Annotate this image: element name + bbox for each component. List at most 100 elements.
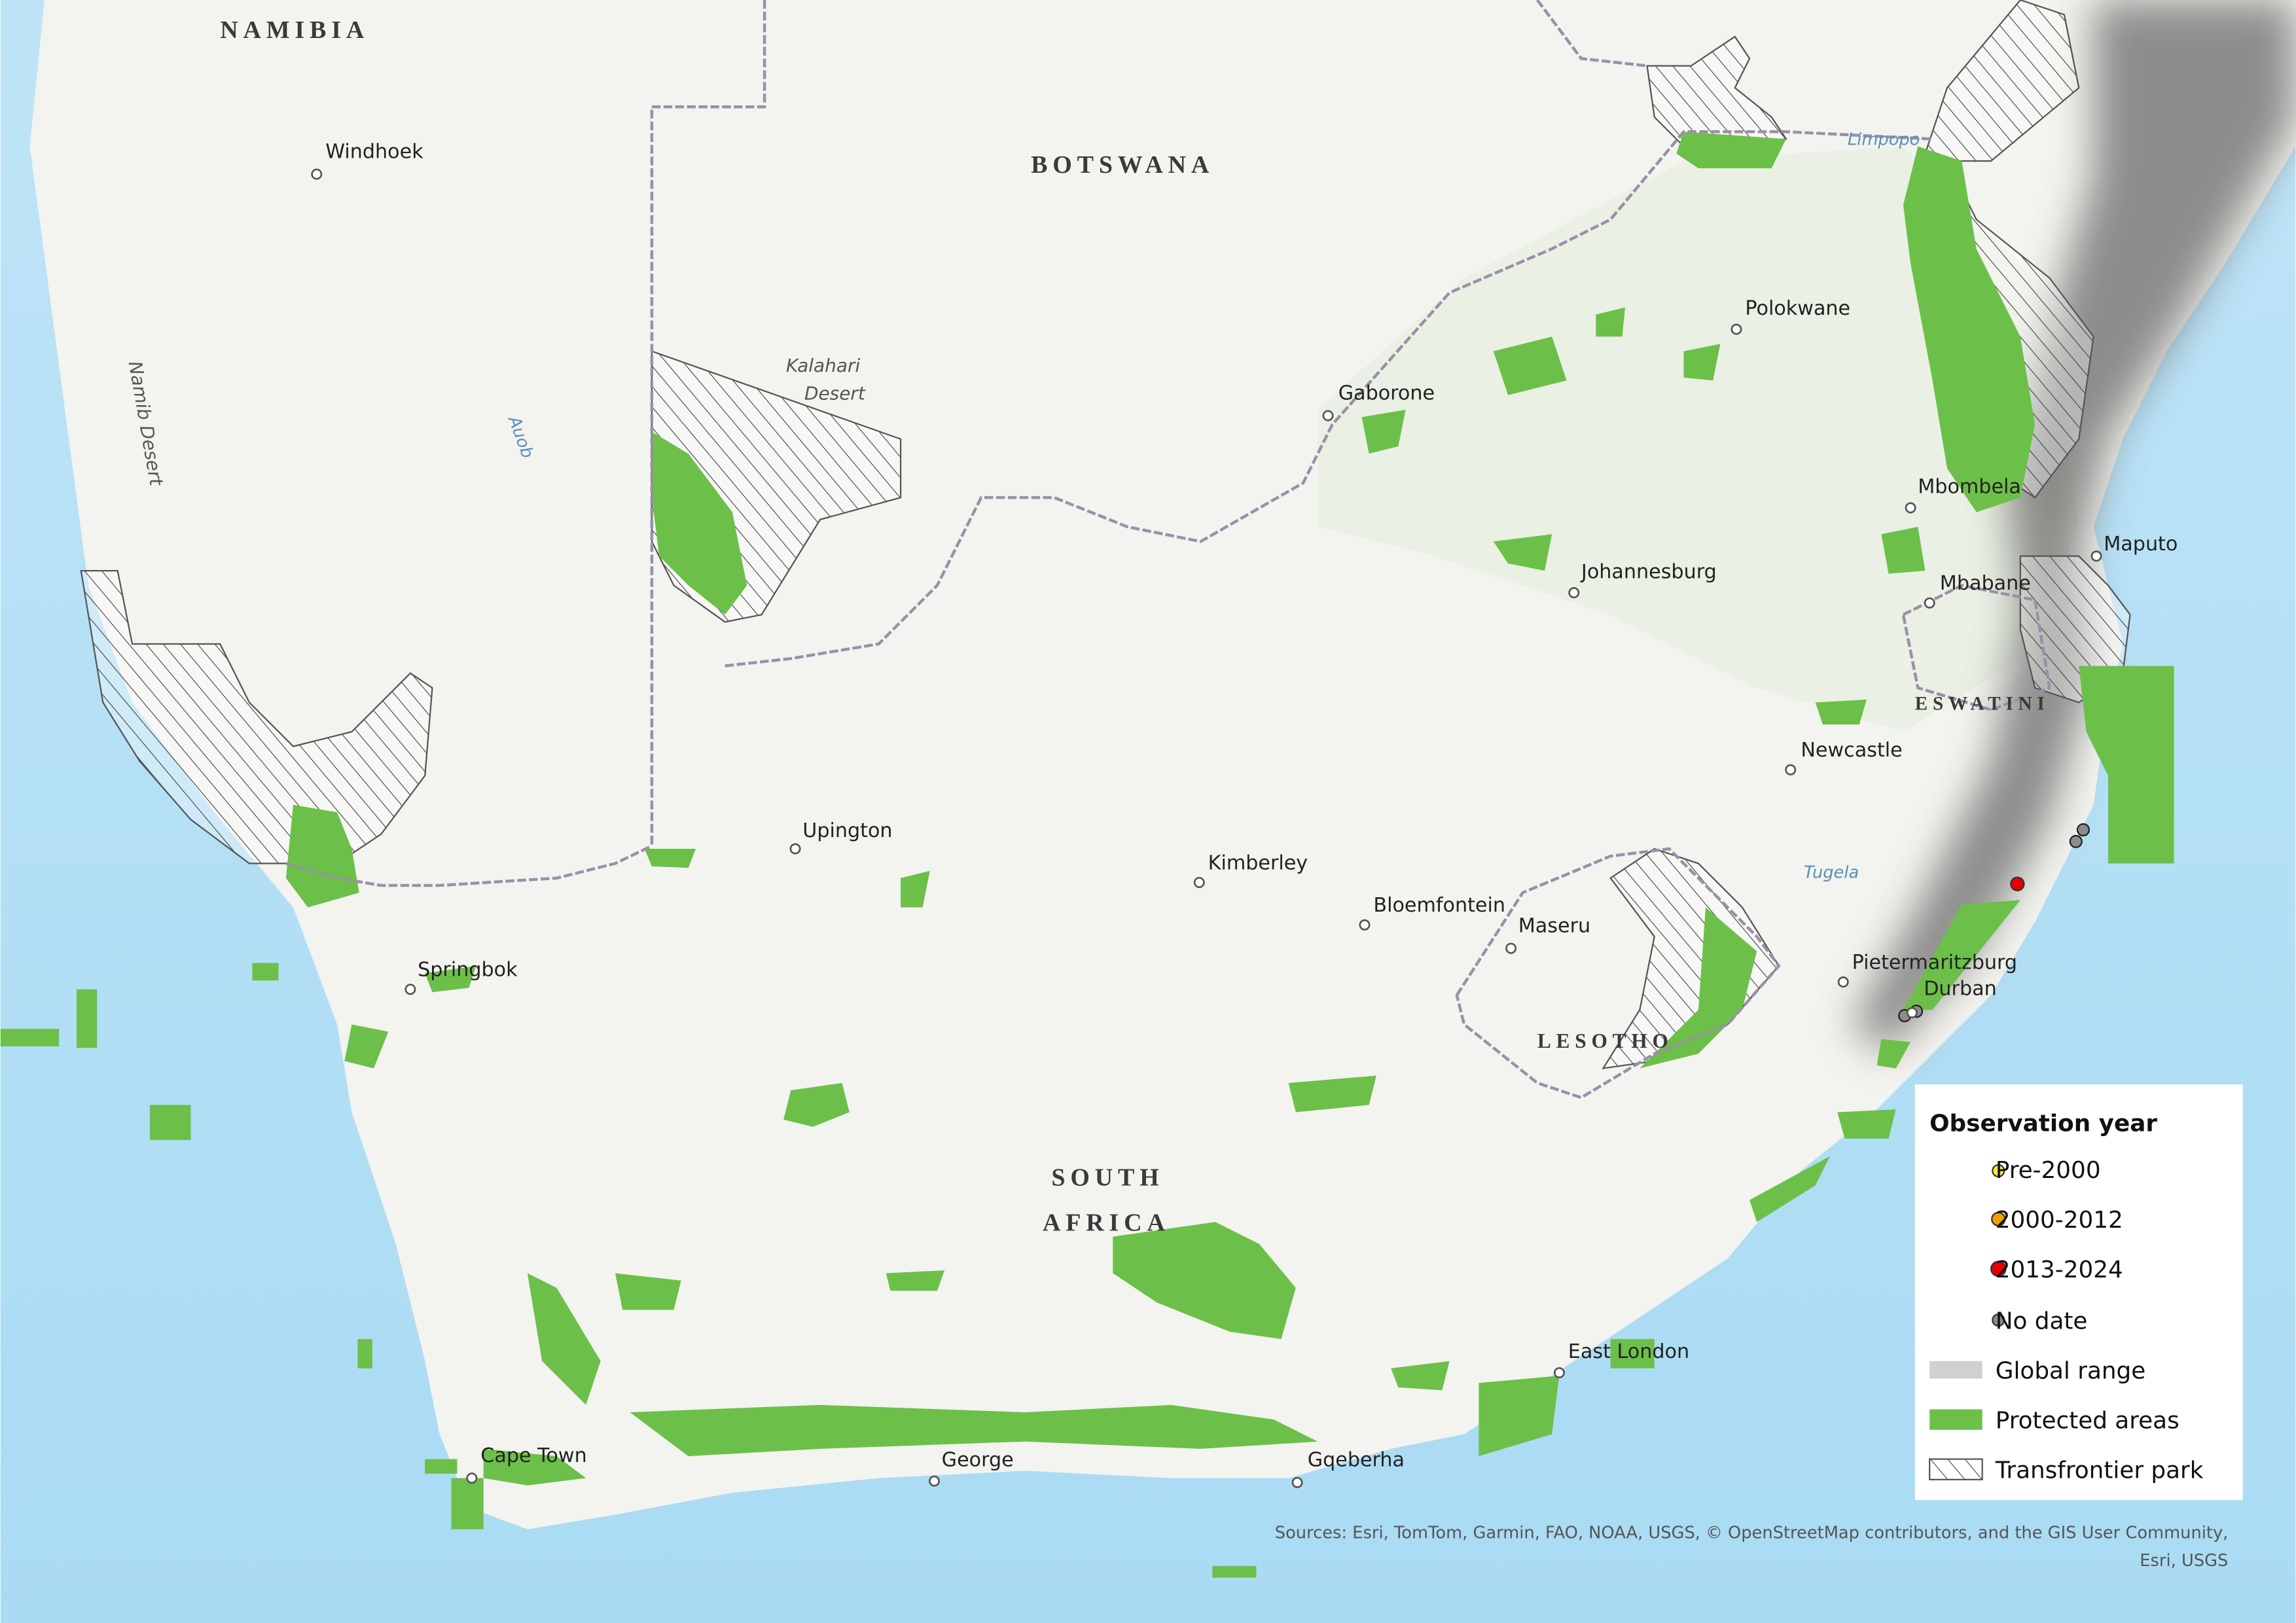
protected-area [783, 1082, 850, 1127]
protected-area [1881, 527, 1926, 574]
protected-area [252, 963, 279, 981]
protected-area [1113, 1222, 1296, 1340]
protected-area [1596, 307, 1626, 337]
legend: Observation year Pre-2000 2000-2012 2013… [1914, 1084, 2243, 1501]
protected-area [1361, 410, 1406, 454]
city-label: Mbabane [1940, 572, 2031, 595]
legend-label: Transfrontier park [1995, 1457, 2204, 1484]
city-marker [404, 984, 416, 995]
city-marker [1906, 1007, 1918, 1018]
legend-symbol [1992, 1313, 2005, 1327]
legend-label: Protected areas [1996, 1408, 2179, 1435]
city-label: Upington [802, 819, 892, 842]
protected-area [1683, 344, 1721, 381]
protected-area [1212, 1565, 1257, 1578]
legend-symbol [1929, 1458, 1983, 1480]
city-label: Windhoek [325, 141, 423, 164]
feature-labels: Kalahari Desert Namib Desert Auob Limpop… [124, 130, 1920, 882]
observation-points [1898, 823, 2090, 1023]
legend-label: Global range [1996, 1358, 2145, 1385]
protected-area [901, 870, 930, 908]
city-marker [2090, 550, 2102, 562]
feature-label: Kalahari [786, 355, 861, 376]
border [1455, 847, 1781, 1099]
protected-area [1493, 534, 1552, 571]
legend-label: Pre-2000 [1996, 1157, 2101, 1184]
city-label: Springbok [418, 959, 518, 982]
protected-area [357, 1339, 372, 1368]
protected-area [483, 1448, 586, 1486]
country-label: SOUTH [1051, 1164, 1164, 1191]
city-marker [929, 1475, 941, 1487]
city-label: Gaborone [1338, 382, 1435, 404]
city-marker [1291, 1476, 1303, 1488]
country-label: LESOTHO [1537, 1029, 1674, 1052]
city-label: Bloemfontein [1373, 894, 1505, 917]
country-label: BOTSWANA [1031, 151, 1214, 179]
border [1901, 584, 2052, 711]
protected-area [1288, 1075, 1376, 1113]
protected-area [651, 431, 747, 615]
protected-areas [0, 132, 2174, 1578]
legend-label: 2000-2012 [1996, 1207, 2123, 1234]
transfrontier-park [80, 570, 433, 865]
city-label: George [942, 1449, 1014, 1472]
city-label: Polokwane [1745, 297, 1850, 320]
protected-area [1640, 907, 1757, 1069]
border [650, 0, 766, 846]
city-label: Johannesburg [1580, 560, 1717, 583]
city-marker [1785, 764, 1797, 776]
protected-area [1903, 146, 2036, 512]
protected-area [0, 1029, 60, 1046]
protected-area [886, 1270, 945, 1291]
city-marker [1568, 587, 1580, 599]
protected-area [1676, 132, 1787, 169]
protected-area [344, 1024, 389, 1069]
legend-symbol [1992, 1164, 2005, 1178]
protected-area [630, 1404, 1318, 1457]
city-label: Cape Town [480, 1444, 586, 1467]
protected-area [285, 804, 359, 908]
protected-area [1876, 1039, 1911, 1069]
legend-box [1914, 1084, 2243, 1501]
city-marker [1905, 502, 1916, 514]
city-label: Gqeberha [1308, 1449, 1405, 1472]
protected-area [2079, 666, 2174, 864]
legend-symbol [1990, 1260, 2007, 1277]
point-2013-2024 [2010, 876, 2025, 891]
city-marker [1731, 323, 1742, 335]
legend-label: 2013-2024 [1996, 1257, 2123, 1283]
city-marker [1322, 410, 1334, 421]
city-marker [1837, 976, 1849, 988]
legend-symbol [1929, 1361, 1982, 1379]
protected-area [1493, 336, 1567, 395]
protected-area [1903, 900, 2020, 1010]
protected-area [1391, 1361, 1450, 1391]
protected-area [644, 849, 696, 868]
city-marker [789, 843, 801, 855]
protected-area [149, 1105, 191, 1141]
land-tint [1318, 146, 2079, 732]
city-label: Kimberley [1208, 851, 1308, 874]
protected-area [615, 1273, 681, 1310]
protected-area [527, 1273, 601, 1405]
city-label: Mbombela [1918, 476, 2021, 499]
legend-label: No date [1996, 1308, 2088, 1335]
global-range [1852, 0, 2296, 1054]
legend-symbol [1991, 1211, 2006, 1226]
point-no-date [2069, 834, 2083, 848]
sources: Sources: Esri, TomTom, Garmin, FAO, NOAA… [1275, 1523, 2229, 1543]
protected-area [451, 1478, 484, 1529]
city-marker [311, 168, 323, 180]
point-no-date [2076, 823, 2090, 837]
country-label: ESWATINI [1915, 694, 2050, 715]
country-label: AFRICA [1043, 1209, 1170, 1237]
protected-area [1479, 1376, 1560, 1457]
river-label: Tugela [1804, 863, 1859, 883]
legend-symbol [1929, 1409, 1982, 1430]
country-label: NAMIBIA [220, 16, 369, 44]
protected-area [1749, 1156, 1831, 1222]
city-labels: Windhoek Gaborone Polokwane Mbombela Maputo J… [311, 141, 2178, 1488]
border [1536, 0, 1647, 67]
city-label: Pietermaritzburg [1852, 951, 2017, 974]
